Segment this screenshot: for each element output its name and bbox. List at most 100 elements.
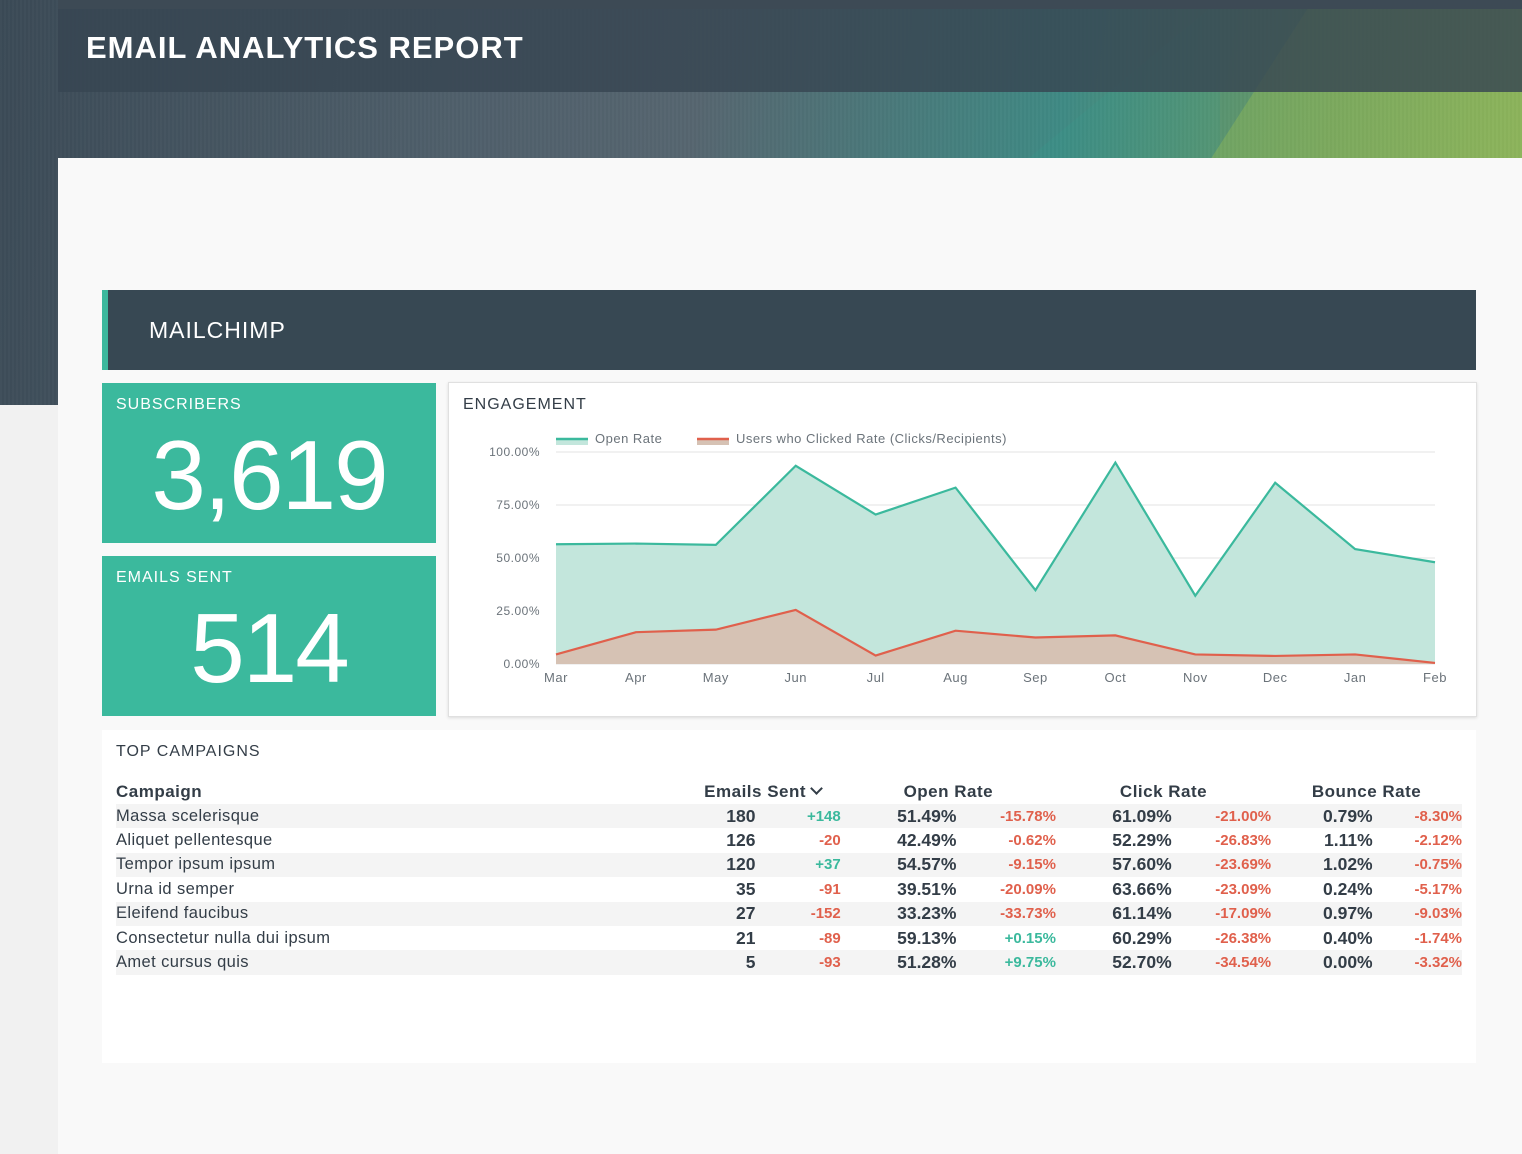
emails-sent-cell: 120: [684, 852, 756, 878]
open-rate-delta-cell: +9.75%: [956, 950, 1056, 975]
sort-chevron-down-icon[interactable]: [810, 782, 823, 795]
engagement-chart-panel: ENGAGEMENT 0.00% 25.00% 50.00% 75.00% 100.00…: [448, 382, 1477, 717]
table-row: Tempor ipsum ipsum 120 +37 54.57% -9.15% 57.6…: [116, 852, 1462, 878]
x-tick-label: Mar: [544, 670, 568, 685]
table-row: Urna id semper 35 -91 39.51% -20.09% 63.66% -2…: [116, 877, 1462, 901]
kpi-label: SUBSCRIBERS: [116, 396, 242, 413]
legend-label: Open Rate: [595, 431, 662, 446]
campaign-name-cell: Massa scelerisque: [116, 804, 685, 829]
bounce-rate-delta-cell: -9.03%: [1372, 901, 1462, 926]
campaign-name-cell: Aliquet pellentesque: [116, 831, 273, 850]
emails-sent-cell: 180: [684, 804, 756, 829]
bounce-rate-delta-cell: -1.74%: [1414, 929, 1462, 947]
emails-sent-delta-cell: -91: [819, 880, 841, 898]
kpi-value: 3,619: [151, 420, 388, 530]
campaigns-table: Campaign Emails Sent Open Rate Click Rat…: [116, 780, 1462, 975]
emails-sent-delta-cell: +148: [755, 804, 841, 829]
open-rate-cell: 51.28%: [840, 950, 957, 975]
kpi-label: EMAILS SENT: [116, 569, 233, 586]
legend-swatch: [556, 439, 588, 445]
emails-sent-delta-cell: -93: [755, 950, 841, 975]
panel-title: TOP CAMPAIGNS: [116, 743, 261, 760]
click-rate-delta-cell: -23.69%: [1171, 852, 1272, 878]
x-tick-label: May: [703, 670, 729, 685]
open-rate-delta-cell: +0.15%: [1004, 929, 1056, 947]
open-rate-delta-cell: -0.62%: [1008, 832, 1056, 850]
click-rate-cell: 63.66%: [1112, 878, 1172, 899]
click-rate-delta-cell: -34.54%: [1171, 950, 1272, 975]
column-header-emails-sent[interactable]: Emails Sent: [684, 780, 840, 804]
click-rate-delta-cell: -21.00%: [1171, 804, 1272, 829]
x-tick-label: Sep: [1023, 670, 1048, 685]
series-area: [556, 609, 1435, 664]
click-rate-cell: 61.09%: [1055, 804, 1172, 829]
series-area: [556, 462, 1435, 664]
legend-label: Users who Clicked Rate (Clicks/Recipient…: [736, 431, 1007, 446]
emails-sent-cell: 21: [736, 927, 756, 948]
bounce-rate-cell: 0.40%: [1323, 927, 1373, 948]
click-rate-delta-cell: -17.09%: [1171, 901, 1272, 926]
click-rate-cell: 57.60%: [1055, 852, 1172, 878]
x-tick-label: Apr: [625, 670, 647, 685]
click-rate-delta-cell: -23.09%: [1215, 880, 1272, 898]
click-rate-cell: 52.29%: [1112, 830, 1172, 851]
series-line: [555, 608, 1436, 665]
y-tick-label: 25.00%: [496, 604, 540, 618]
x-tick-label: Jun: [784, 670, 806, 685]
bounce-rate-cell: 0.79%: [1271, 804, 1373, 829]
y-tick-label: 100.00%: [489, 445, 540, 459]
open-rate-cell: 39.51%: [897, 878, 957, 899]
legend-swatch: [697, 439, 729, 445]
top-campaigns-panel: TOP CAMPAIGNS Campaign Emails Sent Open …: [102, 730, 1476, 1063]
emails-sent-cell: 35: [736, 878, 756, 899]
open-rate-cell: 42.49%: [897, 830, 957, 851]
open-rate-cell: 33.23%: [840, 901, 957, 926]
table-row: Aliquet pellentesque 126 -20 42.49% -0.62% 52…: [116, 828, 1462, 852]
report-title: EMAIL ANALYTICS REPORT: [86, 30, 524, 65]
x-tick-label: Feb: [1423, 670, 1447, 685]
section-title: MAILCHIMP: [149, 317, 286, 343]
campaign-name-cell: Eleifend faucibus: [116, 901, 685, 926]
open-rate-cell: 59.13%: [897, 927, 957, 948]
x-tick-label: Aug: [943, 670, 968, 685]
panel-title: ENGAGEMENT: [463, 396, 587, 413]
series-line: [555, 460, 1436, 598]
kpi-value: 514: [190, 593, 350, 703]
table-row: Eleifend faucibus 27 -152 33.23% -33.73% 61.1…: [116, 901, 1462, 926]
x-tick-label: Dec: [1263, 670, 1288, 685]
title-bar: [58, 9, 1522, 92]
bounce-rate-cell: 0.24%: [1323, 878, 1373, 899]
click-rate-delta-cell: -26.38%: [1215, 929, 1272, 947]
bounce-rate-cell: 0.00%: [1271, 950, 1373, 975]
engagement-chart: 0.00% 25.00% 50.00% 75.00% 100.00% Mar Apr May J…: [489, 431, 1447, 685]
subscribers-kpi-card: SUBSCRIBERS 3,619: [102, 383, 436, 543]
x-tick-label: Jan: [1344, 670, 1366, 685]
emails-sent-cell: 5: [684, 950, 756, 975]
table-row: Amet cursus quis 5 -93 51.28% +9.75% 52.70% -3…: [116, 950, 1462, 975]
bounce-rate-cell: 1.02%: [1271, 852, 1373, 878]
bounce-rate-delta-cell: -0.75%: [1372, 852, 1462, 878]
y-tick-label: 75.00%: [496, 498, 540, 512]
top-edge-bar: [58, 0, 1522, 9]
column-header-open-rate[interactable]: Open Rate: [903, 782, 994, 801]
emails-sent-delta-cell: +37: [755, 852, 841, 878]
open-rate-cell: 51.49%: [840, 804, 957, 829]
bounce-rate-cell: 1.11%: [1323, 830, 1373, 851]
column-header-bounce-rate[interactable]: Bounce Rate: [1311, 782, 1422, 801]
open-rate-cell: 54.57%: [840, 852, 957, 878]
emails-sent-delta-cell: -20: [819, 832, 841, 850]
campaign-name-cell: Consectetur nulla dui ipsum: [116, 928, 331, 947]
bounce-rate-delta-cell: -3.32%: [1372, 950, 1462, 975]
bounce-rate-cell: 0.97%: [1271, 901, 1373, 926]
open-rate-delta-cell: -15.78%: [956, 804, 1056, 829]
x-tick-label: Oct: [1104, 670, 1126, 685]
table-row: Consectetur nulla dui ipsum 21 -89 59.13% +0…: [116, 926, 1462, 950]
section-header: MAILCHIMP: [102, 290, 1476, 370]
campaign-name-cell: Amet cursus quis: [116, 950, 685, 975]
column-header-campaign[interactable]: Campaign: [116, 782, 203, 801]
x-tick-label: Jul: [867, 670, 885, 685]
emails-sent-cell: 27: [684, 901, 756, 926]
click-rate-cell: 61.14%: [1055, 901, 1172, 926]
column-header-click-rate[interactable]: Click Rate: [1119, 782, 1208, 801]
click-rate-cell: 52.70%: [1055, 950, 1172, 975]
